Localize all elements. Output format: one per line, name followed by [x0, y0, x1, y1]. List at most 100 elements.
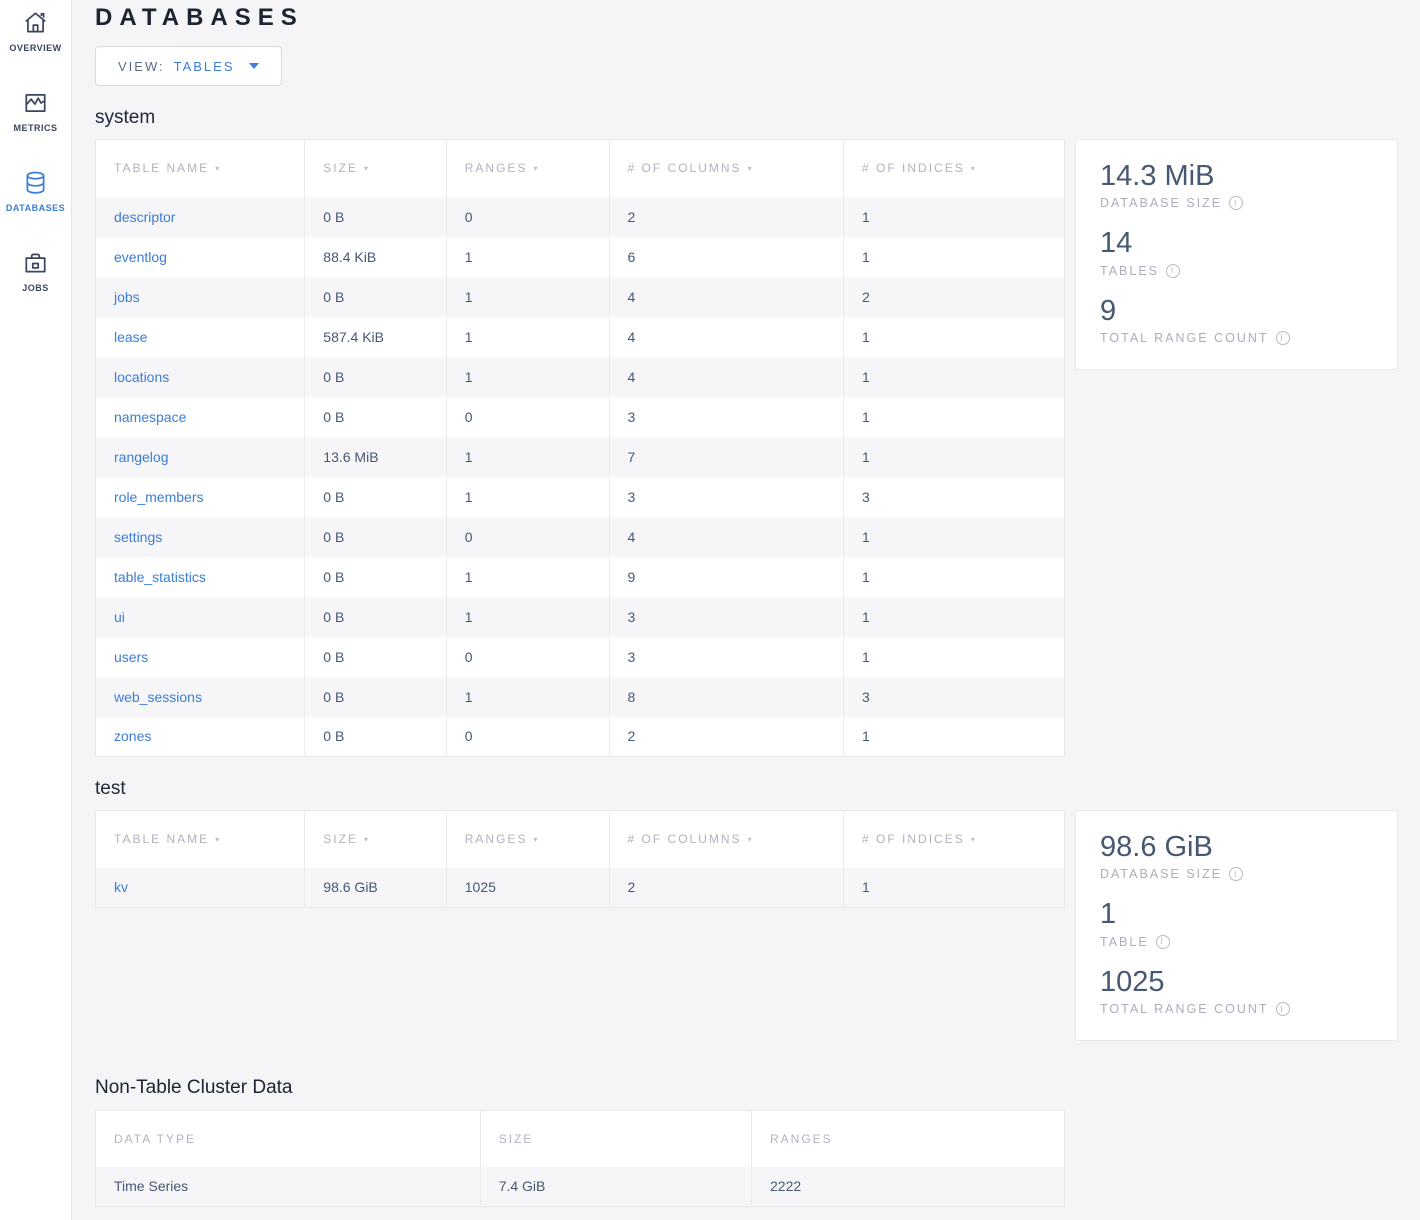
indices-cell: 1	[862, 879, 870, 896]
range-count-stat: 9 TOTAL RANGE COUNT	[1100, 294, 1373, 346]
column-header-size[interactable]: SIZE ▾	[304, 810, 447, 868]
ranges-cell: 1	[446, 476, 610, 517]
table-link[interactable]: rangelog	[114, 448, 169, 465]
sidebar-item-label: METRICS	[13, 123, 58, 133]
ranges-cell: 0	[446, 196, 610, 237]
stat-value: 1	[1100, 898, 1117, 931]
info-icon[interactable]	[1155, 934, 1170, 949]
database-size-stat: 14.3 MiB DATABASE SIZE	[1100, 160, 1373, 211]
table-link[interactable]: namespace	[114, 408, 187, 425]
info-icon[interactable]	[1275, 331, 1290, 346]
sidebar-item-overview[interactable]: OVERVIEW	[0, 0, 71, 80]
ranges-cell: 1	[446, 556, 610, 597]
sort-arrow-icon: ▾	[215, 835, 222, 845]
stat-label: TABLE	[1100, 934, 1149, 949]
size-cell: 0 B	[304, 476, 447, 517]
column-header-columns[interactable]: # OF COLUMNS ▾	[609, 139, 845, 197]
sidebar-item-label: OVERVIEW	[9, 43, 62, 53]
sort-arrow-icon: ▾	[970, 164, 977, 174]
columns-cell: 3	[609, 396, 845, 437]
stat-value: 1025	[1100, 965, 1165, 998]
sort-arrow-icon: ▾	[533, 835, 540, 845]
column-header-ranges[interactable]: RANGES ▾	[446, 139, 610, 197]
table-row: zones 0 B 0 2 1	[95, 716, 1065, 757]
indices-cell: 1	[862, 368, 870, 385]
table-link[interactable]: settings	[114, 528, 163, 545]
view-dropdown[interactable]: VIEW: TABLES	[95, 46, 282, 86]
table-link[interactable]: table_statistics	[114, 568, 206, 585]
database-size-stat: 98.6 GiB DATABASE SIZE	[1100, 831, 1373, 882]
size-cell: 98.6 GiB	[304, 867, 447, 908]
page-title: DATABASES	[95, 4, 304, 31]
table-link[interactable]: lease	[114, 328, 148, 345]
table-link[interactable]: users	[114, 648, 149, 665]
stat-value: 9	[1100, 294, 1117, 327]
column-header-table-name[interactable]: TABLE NAME ▾	[95, 139, 306, 197]
indices-cell: 1	[862, 728, 870, 745]
info-icon[interactable]	[1275, 1002, 1290, 1017]
column-header-indices[interactable]: # OF INDICES ▾	[843, 139, 1065, 197]
stat-label: TABLES	[1100, 263, 1160, 278]
database-section-test: test TABLE NAME ▾ SIZE ▾ RANGES ▾ # OF COLU…	[95, 778, 1398, 1042]
table-row: web_sessions 0 B 1 8 3	[95, 676, 1065, 717]
ranges-cell: 2222	[770, 1178, 802, 1195]
sidebar-item-label: JOBS	[22, 283, 49, 293]
column-header-indices[interactable]: # OF INDICES ▾	[843, 810, 1065, 868]
table-link[interactable]: jobs	[114, 288, 140, 305]
sort-arrow-icon: ▾	[363, 835, 370, 845]
column-header-size[interactable]: SIZE ▾	[304, 139, 447, 197]
system-tables-table: TABLE NAME ▾ SIZE ▾ RANGES ▾ # OF COLUMNS ▾ …	[95, 139, 1065, 757]
column-header-columns[interactable]: # OF COLUMNS ▾	[609, 810, 845, 868]
table-row: lease 587.4 KiB 1 4 1	[95, 316, 1065, 357]
sort-arrow-icon: ▾	[215, 164, 222, 174]
columns-cell: 9	[609, 556, 845, 597]
table-link[interactable]: locations	[114, 368, 170, 385]
chevron-down-icon	[248, 63, 259, 69]
ranges-cell: 0	[446, 396, 610, 437]
table-link[interactable]: ui	[114, 608, 125, 625]
columns-cell: 4	[609, 316, 845, 357]
sidebar-item-databases[interactable]: DATABASES	[0, 160, 71, 240]
table-row: ui 0 B 1 3 1	[95, 596, 1065, 637]
columns-cell: 4	[609, 276, 845, 317]
table-row: table_statistics 0 B 1 9 1	[95, 556, 1065, 597]
table-link[interactable]: role_members	[114, 488, 204, 505]
size-cell: 7.4 GiB	[480, 1166, 753, 1207]
size-cell: 0 B	[304, 716, 447, 757]
columns-cell: 3	[609, 636, 845, 677]
table-row: locations 0 B 1 4 1	[95, 356, 1065, 397]
ranges-cell: 1	[446, 436, 610, 477]
table-link[interactable]: descriptor	[114, 208, 176, 225]
table-row: jobs 0 B 1 4 2	[95, 276, 1065, 317]
table-link[interactable]: zones	[114, 728, 152, 745]
table-link[interactable]: web_sessions	[114, 688, 202, 705]
info-icon[interactable]	[1166, 263, 1181, 278]
size-cell: 0 B	[304, 596, 447, 637]
table-count-stat: 1 TABLE	[1100, 898, 1373, 949]
ranges-cell: 1025	[446, 867, 610, 908]
columns-cell: 7	[609, 436, 845, 477]
sidebar-item-metrics[interactable]: METRICS	[0, 80, 71, 160]
metrics-icon	[22, 90, 49, 116]
column-header-table-name[interactable]: TABLE NAME ▾	[95, 810, 306, 868]
table-row: descriptor 0 B 0 2 1	[95, 196, 1065, 237]
indices-cell: 1	[862, 568, 870, 585]
columns-cell: 2	[609, 196, 845, 237]
info-icon[interactable]	[1229, 196, 1244, 211]
indices-cell: 1	[862, 208, 870, 225]
table-count-stat: 14 TABLES	[1100, 227, 1373, 278]
info-icon[interactable]	[1229, 867, 1244, 882]
columns-cell: 6	[609, 236, 845, 277]
stat-value: 14.3 MiB	[1100, 160, 1215, 192]
indices-cell: 1	[862, 648, 870, 665]
size-cell: 0 B	[304, 196, 447, 237]
sort-arrow-icon: ▾	[747, 835, 754, 845]
table-link[interactable]: kv	[114, 879, 128, 896]
indices-cell: 1	[862, 328, 870, 345]
table-link[interactable]: eventlog	[114, 248, 167, 265]
sidebar-item-jobs[interactable]: JOBS	[0, 240, 71, 320]
size-cell: 0 B	[304, 396, 447, 437]
table-header-row: TABLE NAME ▾ SIZE ▾ RANGES ▾ # OF COLUMNS ▾ …	[95, 810, 1065, 868]
database-summary-card: 98.6 GiB DATABASE SIZE 1 TABLE 1025 TOTA…	[1075, 810, 1398, 1042]
column-header-ranges[interactable]: RANGES ▾	[446, 810, 610, 868]
